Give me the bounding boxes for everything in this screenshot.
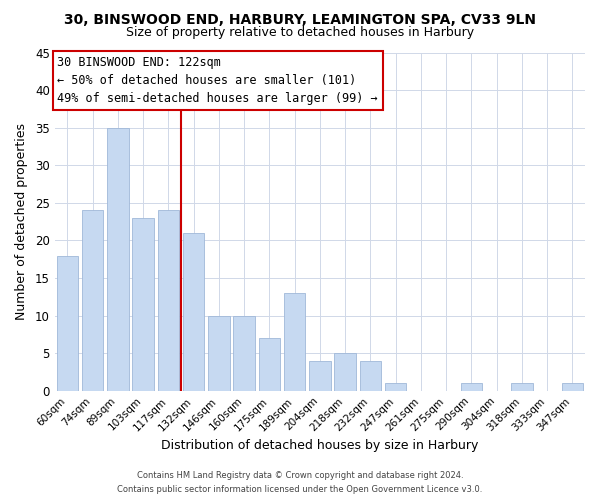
- Bar: [107, 128, 128, 391]
- Bar: [158, 210, 179, 391]
- X-axis label: Distribution of detached houses by size in Harbury: Distribution of detached houses by size …: [161, 440, 479, 452]
- Bar: [359, 361, 381, 391]
- Bar: [562, 384, 583, 391]
- Bar: [511, 384, 533, 391]
- Bar: [233, 316, 255, 391]
- Bar: [259, 338, 280, 391]
- Bar: [208, 316, 230, 391]
- Bar: [334, 353, 356, 391]
- Bar: [385, 384, 406, 391]
- Bar: [133, 218, 154, 391]
- Bar: [461, 384, 482, 391]
- Bar: [284, 293, 305, 391]
- Text: Size of property relative to detached houses in Harbury: Size of property relative to detached ho…: [126, 26, 474, 39]
- Text: 30, BINSWOOD END, HARBURY, LEAMINGTON SPA, CV33 9LN: 30, BINSWOOD END, HARBURY, LEAMINGTON SP…: [64, 12, 536, 26]
- Bar: [82, 210, 103, 391]
- Bar: [309, 361, 331, 391]
- Bar: [183, 233, 205, 391]
- Y-axis label: Number of detached properties: Number of detached properties: [15, 123, 28, 320]
- Bar: [56, 256, 78, 391]
- Text: Contains HM Land Registry data © Crown copyright and database right 2024.
Contai: Contains HM Land Registry data © Crown c…: [118, 472, 482, 494]
- Text: 30 BINSWOOD END: 122sqm
← 50% of detached houses are smaller (101)
49% of semi-d: 30 BINSWOOD END: 122sqm ← 50% of detache…: [58, 56, 378, 105]
